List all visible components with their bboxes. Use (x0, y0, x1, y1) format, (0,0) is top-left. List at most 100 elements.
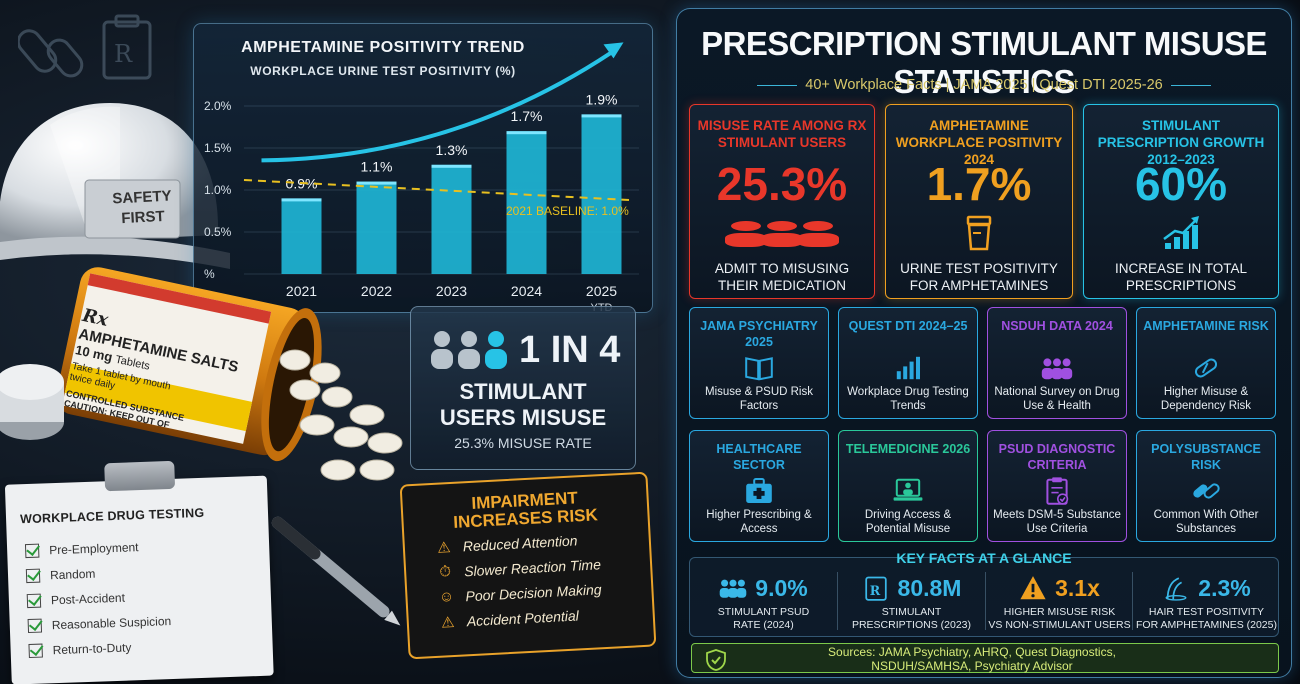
growth-chart-icon (1163, 216, 1199, 249)
key-fact-label: STIMULANT PRESCRIPTIONS (2023) (851, 606, 972, 631)
card-caption: URINE TEST POSITIVITY FOR AMPHETAMINES (900, 261, 1058, 293)
y-tick-label: 1.5% (204, 141, 232, 155)
rx-icon: R (864, 576, 887, 601)
card-icon-wrap (690, 213, 874, 253)
checkbox-checked-icon (24, 543, 40, 558)
pills-group (279, 349, 403, 481)
source-card-description: Higher Prescribing & Access (706, 509, 812, 535)
source-card: JAMA PSYCHIATRY 2025 Misuse & PSUD Risk F… (689, 307, 829, 419)
trend-arrowhead (603, 42, 624, 59)
shield-check-icon (706, 649, 726, 671)
bar-cap (356, 181, 397, 185)
key-fact-label: HAIR TEST POSITIVITY FOR AMPHETAMINES (20… (1135, 606, 1277, 631)
book-icon (745, 357, 773, 381)
key-fact: R 80.8M STIMULANT PRESCRIPTIONS (2023) (838, 574, 985, 632)
impairment-warning-card: IMPAIRMENT INCREASES RISK ⚠ Reduced Atten… (399, 471, 657, 660)
source-card-description: Workplace Drug Testing Trends (847, 386, 969, 412)
card-heading: AMPHETAMINE WORKPLACE POSITIVITY 2024 (895, 118, 1063, 167)
source-card-description: Meets DSM-5 Substance Use Criteria (993, 509, 1121, 535)
key-fact-row: 2.3% (1133, 574, 1280, 602)
card-value: 60% (1134, 158, 1228, 210)
source-card-description: National Survey on Drug Use & Health (994, 386, 1120, 412)
specimen-cup-icon (966, 215, 992, 251)
bar-cap (281, 198, 322, 202)
source-card-heading: JAMA PSYCHIATRY 2025 (700, 319, 818, 349)
bar-value-label: 1.1% (361, 159, 393, 175)
y-tick-label: % (204, 267, 215, 281)
bar-cap (581, 114, 622, 118)
source-card: POLYSUBSTANCE RISK Common With Other Subs… (1136, 430, 1276, 542)
sources-box: Sources: JAMA Psychiatry, AHRQ, Quest Di… (691, 643, 1279, 673)
chart-plot: 2.0%1.5%1.0%0.5%%0.9%20211.1%20221.3%202… (204, 42, 639, 314)
card-icon-wrap (1084, 213, 1278, 253)
source-card-description: Driving Access & Potential Misuse (864, 509, 952, 535)
pills-icon (1194, 358, 1218, 378)
source-card: NSDUH DATA 2024 National Survey on Drug U… (987, 307, 1127, 419)
bar-2024 (506, 131, 547, 274)
bar-cap (506, 131, 547, 135)
headline-card: AMPHETAMINE WORKPLACE POSITIVITY 2024 1.7… (885, 104, 1073, 299)
card-value: 25.3% (716, 158, 848, 210)
key-fact-label: STIMULANT PSUD RATE (2024) (717, 606, 810, 631)
subtitle-rule-left (757, 84, 798, 86)
source-card-description: Common With Other Substances (1153, 509, 1259, 535)
key-fact: 2.3% HAIR TEST POSITIVITY FOR AMPHETAMINES… (1133, 574, 1280, 632)
warning-list: ⚠ Reduced Attention ⏱ Slower Reaction Time ☺… (432, 526, 604, 635)
source-card-heading: TELEMEDICINE 2026 (845, 442, 971, 456)
key-fact-divider (1132, 572, 1133, 630)
source-card-description: Higher Misuse & Dependency Risk (1160, 386, 1252, 412)
warning-icon: ⚠ (436, 538, 452, 557)
source-card-icon-wrap (839, 475, 977, 507)
checkbox-checked-icon (25, 568, 41, 583)
statistics-panel: PRESCRIPTION STIMULANT MISUSE STATISTICS… (676, 8, 1292, 678)
misuse-rate-caption: 25.3% MISUSE RATE (454, 435, 592, 451)
brain-icon: ☺ (438, 587, 455, 606)
svg-text:R: R (869, 583, 880, 598)
x-tick-label: 2022 (361, 283, 392, 299)
source-card-icon-wrap (1137, 475, 1275, 507)
medkit-icon (746, 478, 772, 503)
key-fact: 3.1x HIGHER MISUSE RISK VS NON-STIMULANT U… (986, 574, 1133, 632)
people-icon (725, 221, 839, 247)
source-card-heading: NSDUH DATA 2024 (1001, 319, 1113, 333)
checklist-item: Return-to-Duty (28, 633, 172, 663)
bar-2023 (431, 164, 472, 274)
source-card: HEALTHCARE SECTOR Higher Prescribing & Ac… (689, 430, 829, 542)
capsules-icon (1193, 483, 1220, 499)
helmet-label: SAFETY FIRST (111, 187, 172, 228)
left-scene: R SAFETY FIRST AMPHETAMINE POSITIVITY TR… (0, 0, 670, 684)
people-icon (719, 579, 747, 598)
y-tick-label: 1.0% (204, 183, 232, 197)
warning-icon (1020, 576, 1046, 600)
checkbox-checked-icon (28, 643, 43, 658)
card-caption: INCREASE IN TOTAL PRESCRIPTIONS (1114, 261, 1248, 293)
pill-bottle-illustration: Rx AMPHETAMINE SALTS 10 mg Tablets Take … (55, 265, 405, 485)
key-fact: 9.0% STIMULANT PSUD RATE (2024) (690, 574, 837, 632)
bar-chart-icon (896, 356, 920, 380)
source-card-heading: PSUD DIAGNOSTIC CRITERIA (998, 442, 1116, 472)
source-card: AMPHETAMINE RISK Higher Misuse & Dependen… (1136, 307, 1276, 419)
drug-testing-clipboard: WORKPLACE DRUG TESTING Pre-Employment Ran… (4, 457, 282, 684)
clipboard-check-icon (1046, 477, 1069, 505)
one-in-four-value: 1 IN 4 (519, 329, 621, 371)
key-fact-value: 80.8M (897, 574, 962, 601)
panel-title: PRESCRIPTION STIMULANT MISUSE STATISTICS (701, 25, 1267, 100)
clock-icon: ⏱ (438, 563, 452, 581)
one-in-four-panel: 1 IN 4 STIMULANT USERS MISUSE 25.3% MISU… (410, 306, 636, 470)
y-tick-label: 2.0% (204, 99, 232, 113)
key-fact-value: 9.0% (755, 574, 808, 601)
hair-icon (1165, 577, 1187, 601)
bottle-graphic (56, 267, 403, 481)
source-card-heading: POLYSUBSTANCE RISK (1151, 442, 1261, 472)
source-card-heading: HEALTHCARE SECTOR (716, 442, 802, 472)
bar-value-label: 1.3% (436, 142, 468, 158)
bar-value-label: 1.7% (511, 108, 543, 124)
key-fact-value: 3.1x (1055, 574, 1100, 601)
laptop-doctor-icon (893, 478, 923, 501)
headline-card: STIMULANT PRESCRIPTION GROWTH 2012–2023 6… (1083, 104, 1279, 299)
card-heading: MISUSE RATE AMONG RX STIMULANT USERS (697, 118, 867, 150)
pills-background-icon (18, 29, 84, 78)
source-card-icon-wrap (690, 475, 828, 507)
key-fact-row: 3.1x (986, 574, 1133, 602)
bar-2021 (281, 198, 322, 274)
